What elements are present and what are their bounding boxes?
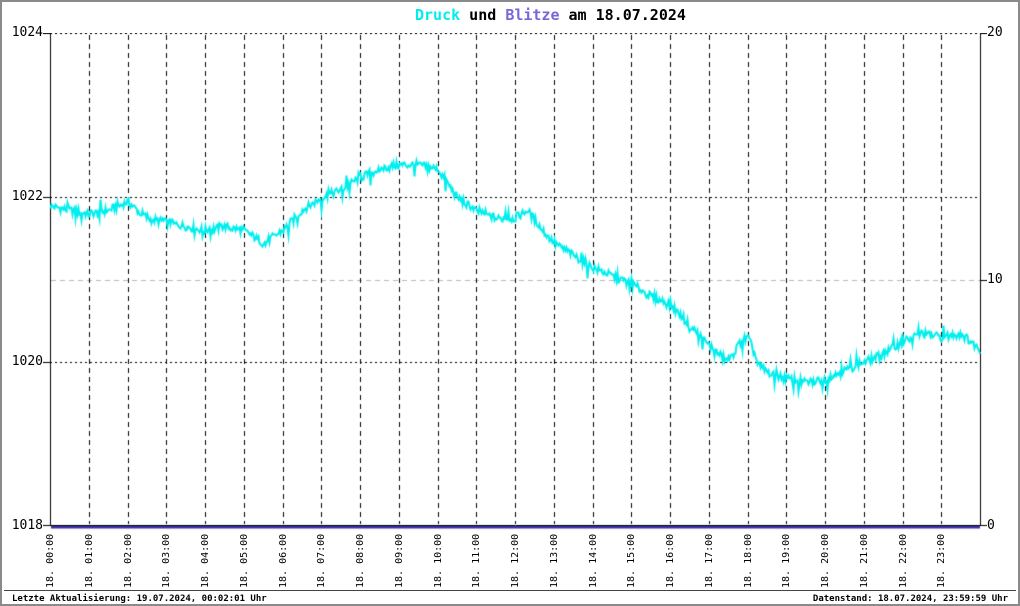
y-left-tick-label: 1022	[11, 189, 43, 204]
x-axis-label: 18. 21:00	[859, 533, 870, 588]
x-axis-label: 18. 12:00	[510, 533, 521, 588]
last-update-text: Letzte Aktualisierung: 19.07.2024, 00:02…	[12, 594, 267, 604]
footer-bar: Letzte Aktualisierung: 19.07.2024, 00:02…	[4, 590, 1016, 604]
y-right-tick-label: 20	[987, 25, 1003, 40]
title-connector: und	[460, 6, 506, 24]
x-axis-label: 18. 23:00	[936, 533, 947, 588]
x-axis-label: 18. 13:00	[549, 533, 560, 588]
x-axis-label: 18. 08:00	[355, 533, 366, 588]
x-axis-label: 18. 01:00	[84, 533, 95, 588]
x-axis-label: 18. 16:00	[665, 533, 676, 588]
x-axis-label: 18. 17:00	[704, 533, 715, 588]
title-date: am 18.07.2024	[559, 6, 686, 24]
title-series-druck: Druck	[415, 6, 461, 24]
x-axis-label: 18. 20:00	[820, 533, 831, 588]
data-timestamp-text: Datenstand: 18.07.2024, 23:59:59 Uhr	[812, 594, 1008, 604]
x-axis-label: 18. 02:00	[123, 533, 134, 588]
x-axis-label: 18. 04:00	[200, 533, 211, 588]
x-axis-label: 18. 18:00	[743, 533, 754, 588]
x-axis-label: 18. 05:00	[239, 533, 250, 588]
y-left-tick-label: 1020	[11, 354, 43, 369]
y-left-tick-label: 1024	[11, 25, 43, 40]
x-axis-label: 18. 09:00	[394, 533, 405, 588]
x-axis-label: 18. 11:00	[471, 533, 482, 588]
chart-title: Druck und Blitze am 18.07.2024	[415, 5, 686, 25]
pressure-chart-canvas	[43, 33, 987, 530]
x-axis-label: 18. 03:00	[161, 533, 172, 588]
x-axis-label: 18. 22:00	[898, 533, 909, 588]
y-right-tick-label: 10	[987, 272, 1003, 287]
x-axis-label: 18. 10:00	[433, 533, 444, 588]
x-axis-label: 18. 06:00	[278, 533, 289, 588]
x-axis-label: 18. 07:00	[316, 533, 327, 588]
x-axis-label: 18. 00:00	[45, 533, 56, 588]
x-axis-label: 18. 15:00	[626, 533, 637, 588]
title-series-blitze: Blitze	[505, 6, 560, 24]
y-right-tick-label: 0	[987, 518, 995, 533]
x-axis-label: 18. 14:00	[588, 533, 599, 588]
y-left-tick-label: 1018	[11, 518, 43, 533]
x-axis-label: 18. 19:00	[781, 533, 792, 588]
